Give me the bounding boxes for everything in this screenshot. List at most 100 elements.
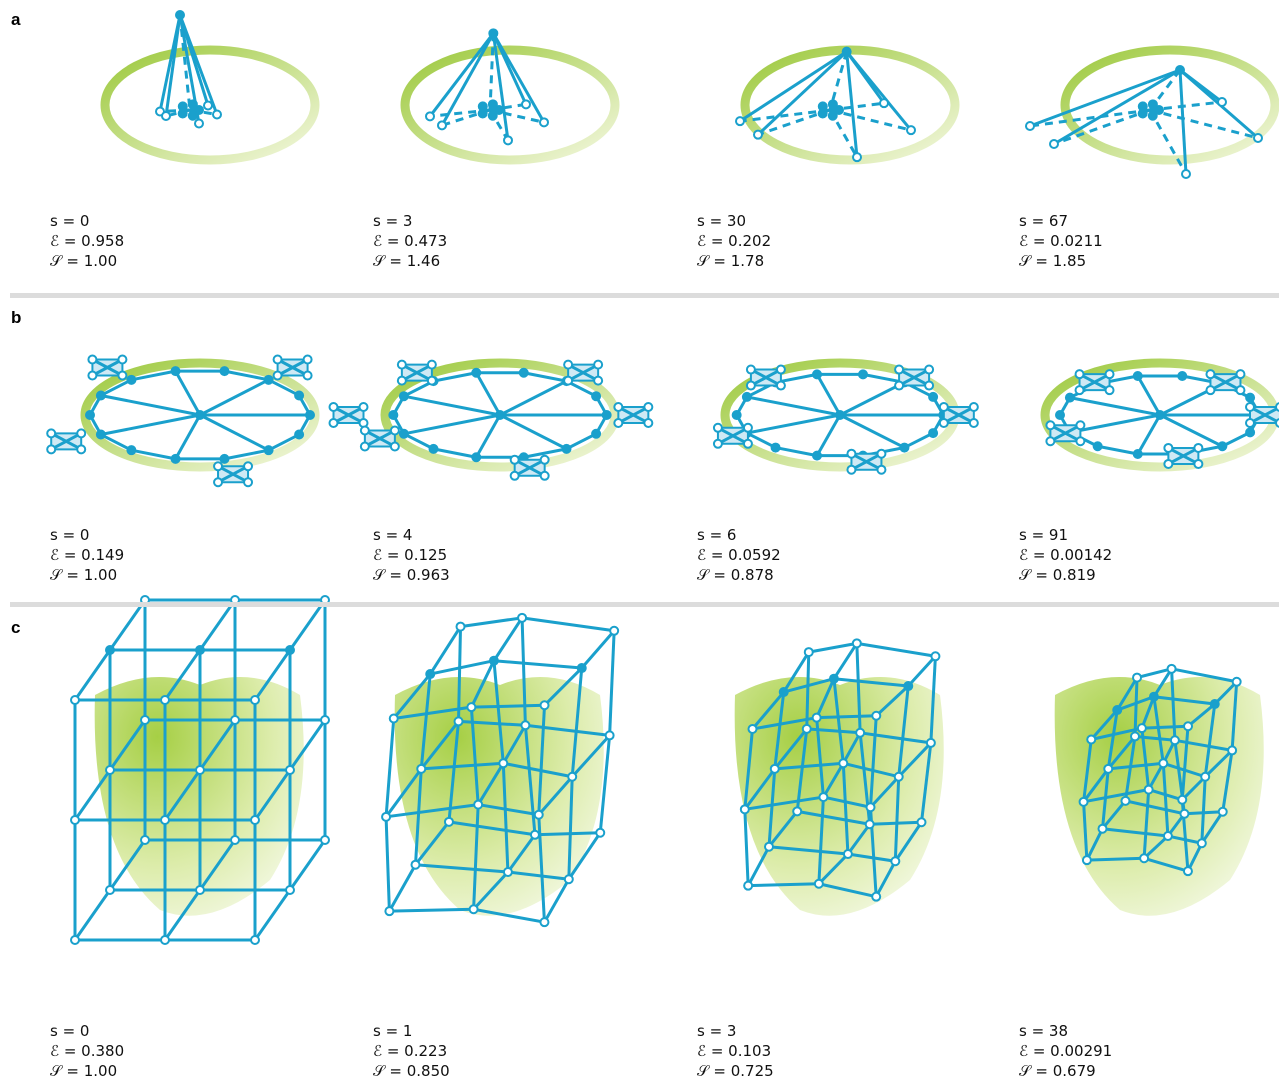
node bbox=[187, 110, 198, 121]
edge bbox=[1167, 446, 1200, 466]
node bbox=[425, 111, 435, 122]
edge bbox=[570, 667, 584, 777]
caption-line: ℰ = 0.0211 bbox=[1019, 232, 1103, 250]
edge bbox=[743, 767, 776, 811]
node bbox=[455, 621, 466, 632]
edge bbox=[253, 889, 292, 941]
edge bbox=[73, 769, 112, 821]
edge bbox=[288, 719, 327, 771]
edge bbox=[1140, 696, 1156, 729]
edge bbox=[471, 703, 545, 709]
node bbox=[828, 673, 839, 684]
node bbox=[591, 391, 602, 402]
node bbox=[894, 364, 905, 375]
edge bbox=[477, 803, 539, 817]
edge bbox=[845, 51, 859, 158]
edge bbox=[1029, 108, 1151, 128]
edge bbox=[920, 742, 933, 823]
edge bbox=[163, 889, 202, 941]
edge bbox=[521, 616, 615, 633]
edge bbox=[491, 33, 510, 141]
edge bbox=[199, 378, 270, 417]
edge bbox=[832, 678, 845, 764]
ring bbox=[100, 45, 320, 165]
node bbox=[876, 448, 887, 459]
edge bbox=[472, 804, 480, 910]
node bbox=[827, 99, 838, 110]
node bbox=[1231, 676, 1242, 687]
node bbox=[95, 390, 106, 401]
node bbox=[846, 448, 857, 459]
edge bbox=[1147, 762, 1165, 791]
edge bbox=[832, 642, 859, 680]
edge bbox=[507, 870, 569, 881]
node bbox=[509, 454, 520, 465]
edge bbox=[469, 707, 480, 805]
edge bbox=[823, 795, 871, 809]
ring bbox=[740, 45, 960, 165]
edge bbox=[1142, 789, 1151, 859]
node bbox=[1162, 831, 1173, 842]
node bbox=[1205, 369, 1216, 380]
edge bbox=[617, 405, 650, 425]
edge bbox=[224, 369, 269, 382]
edge bbox=[419, 673, 432, 769]
node bbox=[1155, 410, 1165, 420]
edge bbox=[384, 718, 396, 817]
edge bbox=[717, 426, 749, 446]
edge bbox=[746, 431, 777, 449]
edge bbox=[73, 889, 112, 941]
node bbox=[1217, 441, 1228, 452]
caption: s = 1 ℰ = 0.223 𝒮 = 0.850 bbox=[373, 1021, 450, 1079]
edge bbox=[415, 863, 509, 874]
node bbox=[1139, 853, 1150, 864]
caption-line: 𝒮 = 0.679 bbox=[1019, 1062, 1096, 1079]
node bbox=[466, 702, 477, 713]
edge bbox=[433, 447, 477, 459]
edge bbox=[1136, 667, 1172, 680]
node bbox=[1177, 794, 1188, 805]
node bbox=[1154, 105, 1164, 115]
edge bbox=[1186, 842, 1204, 872]
caption-line: ℰ = 0.00291 bbox=[1019, 1042, 1113, 1060]
caption-line: 𝒮 = 1.85 bbox=[1019, 252, 1087, 270]
edge bbox=[1082, 767, 1110, 803]
edge bbox=[1174, 738, 1233, 752]
edge bbox=[506, 833, 537, 873]
node bbox=[426, 359, 437, 370]
edge bbox=[198, 839, 237, 891]
node bbox=[219, 366, 230, 377]
edge bbox=[828, 51, 849, 111]
caption: s = 6 ℰ = 0.0592 𝒮 = 0.878 bbox=[697, 525, 781, 585]
node bbox=[517, 612, 528, 623]
edge bbox=[907, 655, 937, 688]
edge bbox=[571, 734, 611, 778]
node bbox=[529, 829, 540, 840]
edge bbox=[534, 831, 601, 837]
node bbox=[1147, 110, 1158, 121]
node bbox=[195, 410, 205, 420]
node bbox=[539, 470, 550, 481]
caption-line: ℰ = 0.0592 bbox=[697, 546, 781, 564]
node bbox=[76, 444, 87, 455]
node bbox=[1166, 663, 1177, 674]
node bbox=[604, 730, 615, 741]
node bbox=[567, 771, 578, 782]
caption-line: ℰ = 0.103 bbox=[697, 1042, 772, 1060]
node bbox=[817, 101, 828, 112]
node bbox=[1245, 402, 1255, 412]
node bbox=[195, 885, 205, 895]
edge bbox=[253, 649, 292, 701]
edge bbox=[457, 626, 463, 722]
edge bbox=[903, 431, 934, 449]
edge bbox=[608, 630, 616, 736]
node bbox=[764, 841, 775, 852]
edge bbox=[1213, 680, 1238, 706]
edge bbox=[513, 458, 546, 478]
node bbox=[938, 418, 949, 428]
edge bbox=[474, 414, 502, 458]
edge bbox=[1153, 695, 1215, 706]
node bbox=[194, 118, 204, 129]
edge bbox=[756, 50, 848, 136]
